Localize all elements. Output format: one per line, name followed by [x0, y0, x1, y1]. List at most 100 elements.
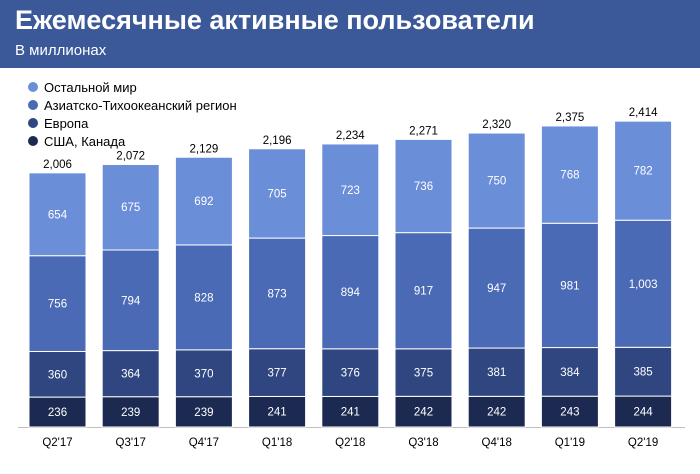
bar-segment [467, 347, 526, 397]
bar-segment [28, 396, 87, 428]
legend-label: Азиатско-Тихоокеанский регион [44, 97, 237, 113]
segment-value-label: 782 [634, 166, 653, 178]
segment-value-label: 244 [634, 407, 654, 419]
segment-value-label: 894 [341, 287, 361, 299]
total-value-label: 2,320 [482, 119, 511, 131]
segment-value-label: 239 [194, 407, 213, 419]
page-subtitle: В миллионах [15, 42, 107, 59]
bar-segment [174, 156, 233, 246]
segment-value-label: 385 [634, 367, 653, 379]
x-tick-label: Q3'17 [116, 437, 146, 449]
bar-segment [248, 395, 307, 428]
bar-segment [248, 148, 307, 239]
bar-segment [467, 132, 526, 229]
x-tick-label: Q1'18 [262, 437, 292, 449]
bar-segment [540, 125, 599, 224]
total-value-label: 2,196 [263, 135, 292, 147]
segment-value-label: 239 [121, 407, 140, 419]
x-tick-label: Q4'17 [189, 437, 219, 449]
legend-item: Европа [28, 114, 237, 132]
segment-value-label: 917 [414, 286, 433, 298]
legend-item: Остальной мир [28, 78, 237, 96]
bar-segment [28, 255, 87, 352]
legend-swatch [28, 118, 38, 128]
segment-value-label: 376 [341, 368, 360, 380]
segment-value-label: 370 [194, 368, 213, 380]
bar-segment [614, 395, 673, 428]
bar-segment [248, 348, 307, 397]
bar-segment [467, 227, 526, 349]
bar-segment [321, 235, 380, 350]
segment-value-label: 768 [560, 170, 579, 182]
bar-segment [540, 395, 599, 428]
x-tick-label: Q2'17 [42, 437, 72, 449]
bar-segment [101, 163, 160, 251]
x-tick-label: Q1'19 [555, 437, 585, 449]
segment-value-label: 654 [48, 209, 68, 221]
bar-segment [174, 244, 233, 351]
bar-segment [101, 396, 160, 428]
segment-value-label: 242 [414, 407, 433, 419]
segment-value-label: 381 [487, 367, 506, 379]
segment-value-label: 364 [121, 369, 141, 381]
legend-swatch [28, 100, 38, 110]
bar-segment [101, 350, 160, 398]
x-tick-label: Q2'18 [335, 437, 365, 449]
legend-item: Азиатско-Тихоокеанский регион [28, 96, 237, 114]
segment-value-label: 947 [487, 283, 506, 295]
segment-value-label: 736 [414, 181, 433, 193]
bar-segment [321, 143, 380, 237]
x-tick-label: Q2'19 [628, 437, 658, 449]
total-value-label: 2,129 [190, 143, 219, 155]
bar-segment [248, 237, 307, 350]
segment-value-label: 705 [268, 188, 287, 200]
segment-value-label: 236 [48, 407, 67, 419]
bar-segment [614, 346, 673, 397]
x-tick-label: Q3'18 [408, 437, 438, 449]
segment-value-label: 675 [121, 202, 140, 214]
bar-segment [394, 232, 453, 350]
segment-value-label: 692 [194, 196, 213, 208]
segment-value-label: 1,003 [629, 279, 658, 291]
bar-segment [174, 349, 233, 398]
legend-label: США, Канада [44, 133, 126, 149]
segment-value-label: 723 [341, 185, 360, 197]
segment-value-label: 242 [487, 407, 506, 419]
legend-swatch [28, 82, 38, 92]
bar-segment [394, 348, 453, 397]
header-bar: Ежемесячные активные пользователи В милл… [0, 0, 700, 68]
total-value-label: 2,072 [116, 150, 145, 162]
bar-segment [321, 395, 380, 428]
bar-segment [614, 120, 673, 221]
segment-value-label: 377 [268, 368, 287, 380]
bar-segment [174, 396, 233, 428]
bar-segment [28, 350, 87, 398]
bar-segment [321, 348, 380, 397]
legend-item: США, Канада [28, 132, 237, 150]
segment-value-label: 241 [341, 407, 360, 419]
segment-value-label: 375 [414, 368, 433, 380]
segment-value-label: 828 [194, 292, 213, 304]
bar-segment [540, 347, 599, 397]
segment-value-label: 794 [121, 295, 141, 307]
total-value-label: 2,414 [629, 107, 658, 119]
total-value-label: 2,234 [336, 130, 365, 142]
segment-value-label: 750 [487, 176, 506, 188]
segment-value-label: 756 [48, 299, 67, 311]
segment-value-label: 384 [560, 367, 580, 379]
legend-label: Остальной мир [44, 79, 137, 95]
bar-segment [467, 395, 526, 428]
segment-value-label: 241 [268, 407, 287, 419]
bar-segment [540, 222, 599, 349]
page-title: Ежемесячные активные пользователи [15, 5, 535, 35]
bar-segment [394, 138, 453, 234]
legend-label: Европа [44, 115, 89, 131]
bar-segment [28, 172, 87, 257]
segment-value-label: 873 [268, 288, 287, 300]
bar-segment [394, 395, 453, 428]
chart-legend: Остальной мир Азиатско-Тихоокеанский реги… [28, 78, 237, 150]
x-tick-label: Q4'18 [482, 437, 512, 449]
total-value-label: 2,006 [43, 159, 72, 171]
segment-value-label: 360 [48, 369, 67, 381]
total-value-label: 2,271 [409, 125, 438, 137]
